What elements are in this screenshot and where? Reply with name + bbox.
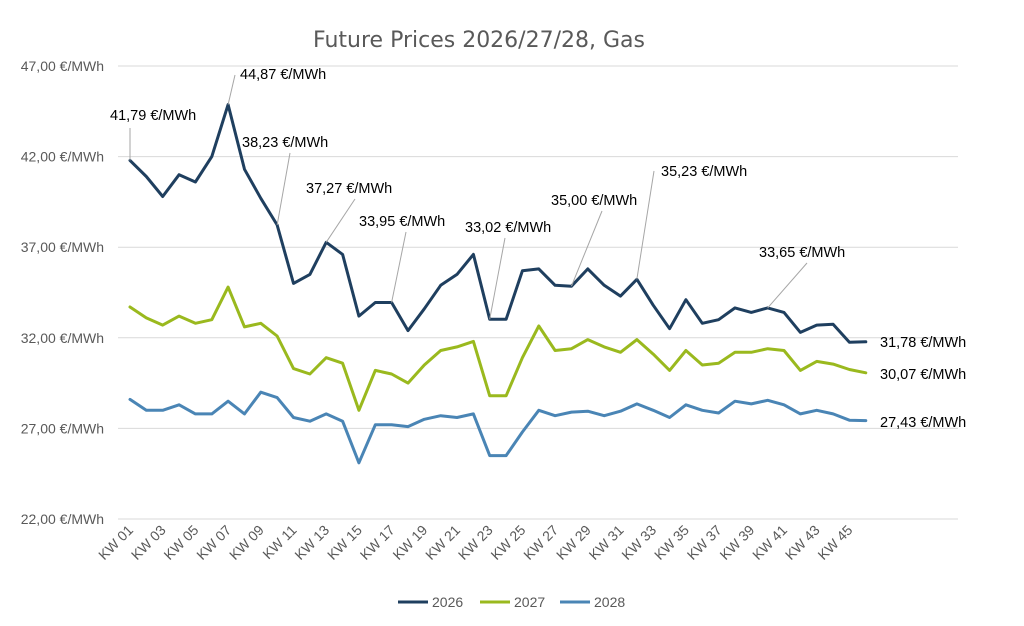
y-axis-ticks: 22,00 €/MWh 27,00 €/MWh 32,00 €/MWh 37,00 €… [21, 58, 104, 527]
x-tick-label: KW 03 [128, 522, 169, 563]
series-line-2027 [128, 285, 868, 412]
x-tick-label: KW 13 [291, 522, 332, 563]
x-tick-label: KW 29 [553, 522, 594, 563]
annotation-leader-line [636, 170, 655, 280]
annotation-label: 33,65 €/MWh [759, 245, 845, 261]
series-line-2028 [128, 390, 868, 465]
annotation-label: 35,00 €/MWh [551, 193, 637, 209]
x-tick-label: KW 27 [520, 522, 561, 563]
chart-title: Future Prices 2026/27/28, Gas [313, 28, 645, 53]
annotation-label: 38,23 €/MWh [242, 135, 328, 151]
annotation-leader-line [227, 74, 236, 105]
x-tick-label: KW 11 [259, 522, 299, 562]
annotation-label: 37,27 €/MWh [306, 181, 392, 197]
x-tick-label: KW 21 [422, 522, 463, 563]
legend-label-2026: 2026 [432, 594, 463, 610]
legend-label-2027: 2027 [514, 594, 545, 610]
y-tick-label: 22,00 €/MWh [21, 511, 104, 527]
annotation-label: 30,07 €/MWh [880, 367, 966, 383]
annotation-leader-line [489, 237, 506, 320]
y-tick-label: 32,00 €/MWh [21, 330, 104, 346]
y-tick-label: 27,00 €/MWh [21, 420, 104, 436]
x-tick-label: KW 23 [455, 522, 496, 563]
x-tick-label: KW 35 [651, 522, 692, 563]
annotation-label: 44,87 €/MWh [240, 67, 326, 83]
x-tick-label: KW 01 [95, 522, 136, 563]
x-tick-label: KW 37 [684, 522, 725, 563]
annotation-leader-line [325, 198, 356, 243]
legend-label-2028: 2028 [594, 594, 625, 610]
y-tick-label: 47,00 €/MWh [21, 58, 104, 74]
annotations: 41,79 €/MWh 44,87 €/MWh 38,23 €/MWh 37,27 €… [110, 67, 966, 431]
x-tick-label: KW 15 [324, 522, 365, 563]
x-tick-label: KW 31 [586, 522, 627, 563]
annotation-label: 33,95 €/MWh [359, 214, 445, 230]
y-tick-label: 42,00 €/MWh [21, 149, 104, 165]
annotation-label: 27,43 €/MWh [880, 415, 966, 431]
annotation-label: 33,02 €/MWh [465, 220, 551, 236]
gridlines [118, 65, 958, 520]
annotation-leader-line [767, 262, 808, 309]
x-tick-label: KW 45 [814, 522, 855, 563]
annotation-label: 35,23 €/MWh [661, 164, 747, 180]
x-tick-label: KW 39 [716, 522, 757, 563]
annotation-leader-line [276, 152, 291, 226]
annotation-label: 41,79 €/MWh [110, 108, 196, 124]
x-tick-label: KW 33 [618, 522, 659, 563]
x-tick-label: KW 07 [193, 522, 234, 563]
annotation-leader-line [570, 210, 603, 287]
x-tick-label: KW 17 [357, 522, 398, 563]
series-lines [128, 103, 868, 465]
x-tick-label: KW 25 [487, 522, 528, 563]
series-line-2026 [128, 103, 868, 344]
x-tick-label: KW 19 [389, 522, 430, 563]
legend: 2026 2027 2028 [398, 594, 625, 610]
x-tick-label: KW 43 [782, 522, 823, 563]
annotation-label: 31,78 €/MWh [880, 335, 966, 351]
x-tick-label: KW 41 [749, 522, 790, 563]
x-tick-label: KW 09 [226, 522, 267, 563]
y-tick-label: 37,00 €/MWh [21, 239, 104, 255]
x-tick-label: KW 05 [160, 522, 201, 563]
annotation-leader-line [391, 231, 407, 303]
